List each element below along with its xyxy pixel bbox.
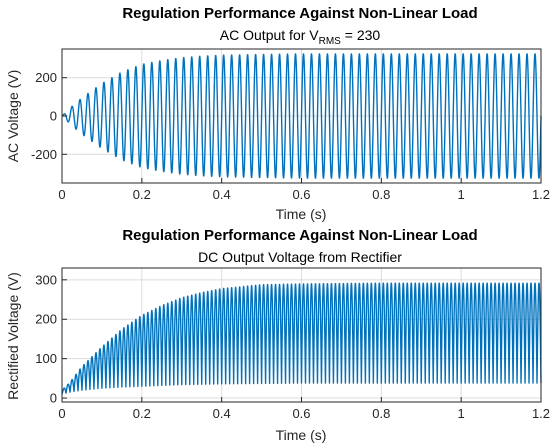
dc-x-tick-label: 0.4 bbox=[213, 406, 231, 421]
ac-series-group bbox=[61, 53, 542, 179]
dc-y-ticks: 0 100 200 300 bbox=[35, 272, 67, 406]
ac-subtitle-tail: = 230 bbox=[341, 27, 381, 43]
ac-y-axis-label: AC Voltage (V) bbox=[5, 70, 21, 163]
dc-x-tick-label: 0.6 bbox=[292, 406, 310, 421]
ac-y-ticks: 200 0 -200 bbox=[31, 70, 67, 162]
ac-x-tick-label: 0 bbox=[58, 187, 65, 202]
ac-x-tick-label: 0.6 bbox=[292, 187, 310, 202]
dc-chart-subtitle: DC Output Voltage from Rectifier bbox=[198, 249, 402, 265]
dc-x-ticks: 0 0.2 0.4 0.6 0.8 1 1.2 bbox=[58, 397, 550, 421]
dc-y-tick-label: 300 bbox=[35, 272, 57, 287]
ac-chart-subtitle: AC Output for VRMS = 230 bbox=[220, 27, 381, 47]
dc-series-group bbox=[61, 282, 542, 395]
ac-x-axis-label: Time (s) bbox=[276, 206, 327, 222]
ac-x-tick-label: 1.2 bbox=[532, 187, 550, 202]
dc-output-chart: Regulation Performance Against Non-Linea… bbox=[5, 227, 550, 443]
ac-y-tick-label: 0 bbox=[50, 109, 57, 124]
dc-x-tick-label: 0 bbox=[58, 406, 65, 421]
dc-x-tick-label: 0.2 bbox=[133, 406, 151, 421]
dc-x-tick-label: 0.8 bbox=[372, 406, 390, 421]
dc-x-axis-label: Time (s) bbox=[276, 427, 327, 443]
ac-chart-title: Regulation Performance Against Non-Linea… bbox=[122, 5, 477, 22]
ac-y-tick-label: 200 bbox=[35, 70, 57, 85]
dc-x-tick-label: 1 bbox=[458, 406, 465, 421]
ac-x-tick-label: 1 bbox=[458, 187, 465, 202]
ac-subtitle-subscript: RMS bbox=[319, 36, 342, 47]
ac-x-tick-label: 0.4 bbox=[213, 187, 231, 202]
dc-y-tick-label: 100 bbox=[35, 351, 57, 366]
dc-y-tick-label: 0 bbox=[50, 391, 57, 406]
ac-voltage-line bbox=[61, 53, 542, 179]
dc-y-axis-label: Rectified Voltage (V) bbox=[5, 272, 21, 400]
dc-y-tick-label: 200 bbox=[35, 312, 57, 327]
dc-voltage-line bbox=[61, 282, 542, 395]
dc-x-tick-label: 1.2 bbox=[532, 406, 550, 421]
ac-x-tick-label: 0.8 bbox=[372, 187, 390, 202]
ac-y-tick-label: -200 bbox=[31, 147, 57, 162]
dc-chart-title: Regulation Performance Against Non-Linea… bbox=[122, 227, 477, 244]
ac-x-tick-label: 0.2 bbox=[133, 187, 151, 202]
ac-output-chart: Regulation Performance Against Non-Linea… bbox=[5, 5, 550, 222]
ac-x-ticks: 0 0.2 0.4 0.6 0.8 1 1.2 bbox=[58, 178, 550, 202]
ac-subtitle-main: AC Output for V bbox=[220, 27, 319, 43]
